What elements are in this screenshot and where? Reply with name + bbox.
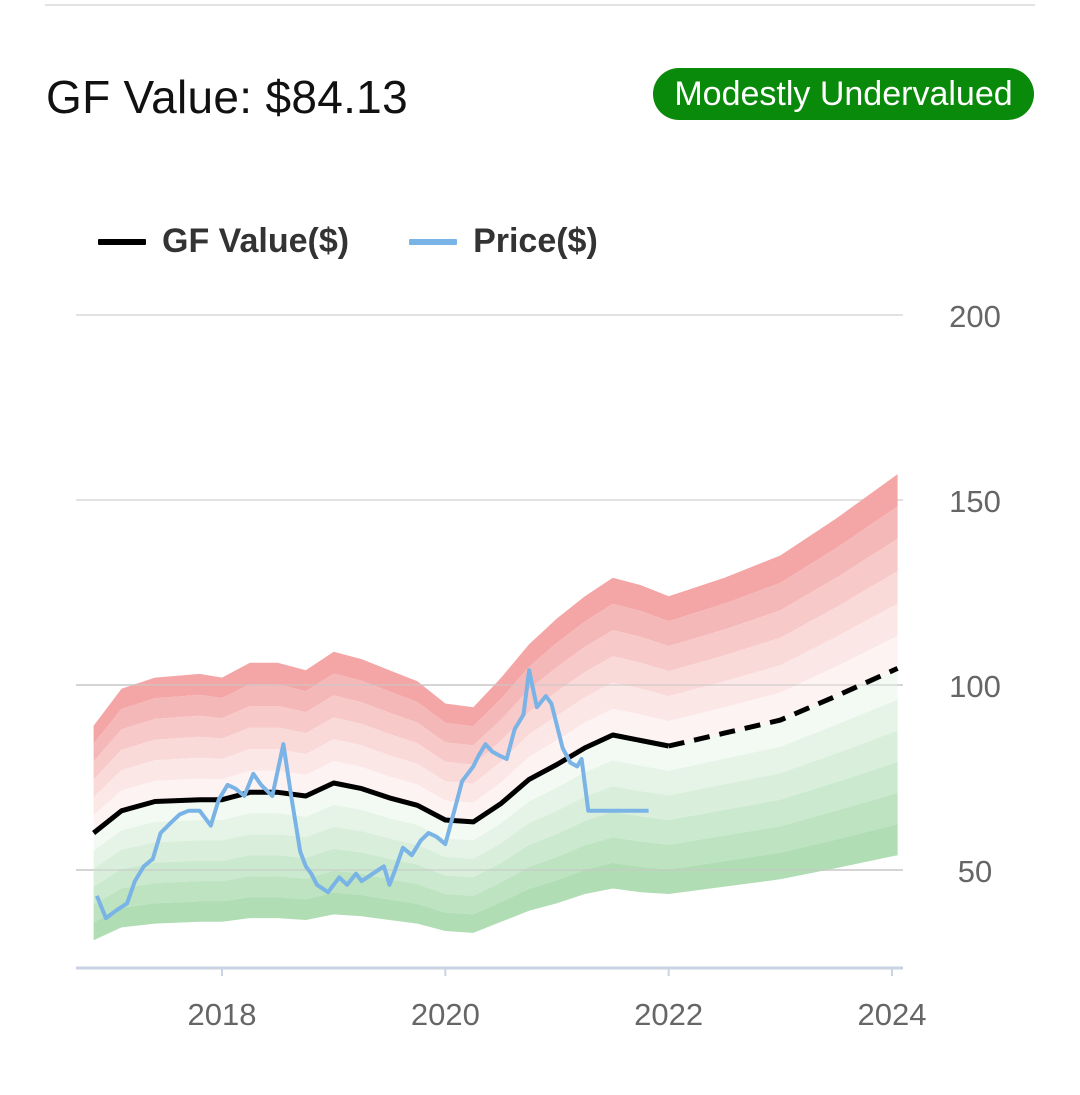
y-tick-label-100: 100 xyxy=(949,669,1001,704)
undervalued-band-6 xyxy=(93,824,898,941)
x-tick-label-2022: 2022 xyxy=(634,997,703,1032)
y-tick-label-50: 50 xyxy=(958,854,992,889)
overvalued-band-5 xyxy=(93,603,898,816)
price-line xyxy=(95,668,649,921)
y-tick-label-150: 150 xyxy=(949,484,1001,519)
chart-legend: GF Value($) Price($) xyxy=(98,222,658,261)
undervalued-band-3 xyxy=(93,730,898,887)
overvalued-band-2 xyxy=(93,506,898,762)
legend-gf-value-label: GF Value($) xyxy=(162,222,350,260)
overvalued-band-3 xyxy=(93,538,898,780)
valuation-badge: Modestly Undervalued xyxy=(653,68,1034,120)
legend-price-swatch xyxy=(409,238,458,245)
legend-gf-value-swatch xyxy=(98,238,146,245)
y-tick-label-200: 200 xyxy=(949,299,1001,334)
gf-value-projection-line xyxy=(668,666,899,749)
top-divider xyxy=(45,4,1035,6)
overvalued-band-6 xyxy=(93,636,898,833)
overvalued-band-4 xyxy=(93,571,898,798)
x-tick-label-2018: 2018 xyxy=(188,997,257,1032)
x-tick-label-2024: 2024 xyxy=(858,997,927,1032)
legend-gf-value[interactable]: GF Value($) xyxy=(98,222,349,261)
undervalued-band-5 xyxy=(93,792,898,923)
undervalued-band-4 xyxy=(93,761,898,905)
legend-price-label: Price($) xyxy=(473,222,598,260)
gf-value-title: GF Value: $84.13 xyxy=(46,71,408,123)
legend-price[interactable]: Price($) xyxy=(409,222,598,261)
x-tick-label-2020: 2020 xyxy=(411,997,480,1032)
overvalued-band-1 xyxy=(93,474,898,744)
gf-value-line xyxy=(92,732,670,835)
